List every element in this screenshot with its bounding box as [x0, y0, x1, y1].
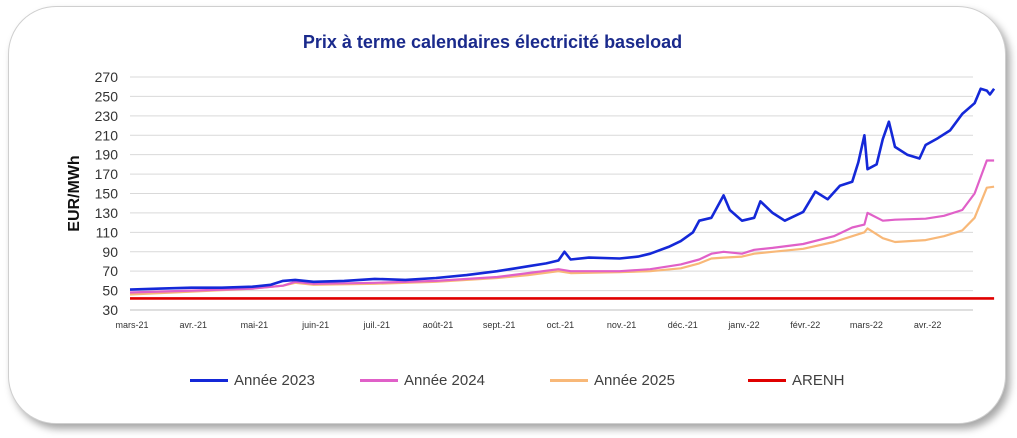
x-tick-label: mai-21 — [241, 320, 269, 330]
legend-item: Année 2025 — [550, 372, 675, 389]
y-tick-label: 70 — [102, 263, 118, 279]
y-tick-label: 110 — [96, 224, 119, 240]
legend-swatch — [550, 379, 588, 382]
legend-swatch — [190, 379, 228, 382]
y-tick-label: 50 — [102, 283, 118, 299]
x-tick-label: mars-22 — [850, 320, 883, 330]
legend-label: ARENH — [792, 372, 845, 389]
x-tick-label: juin-21 — [301, 320, 329, 330]
series-line-anne-2025 — [129, 185, 995, 296]
legend-label: Année 2024 — [404, 372, 485, 389]
x-tick-label: juil.-21 — [363, 320, 391, 330]
y-tick-label: 250 — [95, 88, 119, 104]
x-tick-label: avr.-22 — [914, 320, 942, 330]
y-tick-label: 210 — [95, 127, 119, 143]
x-tick-label: janv.-22 — [727, 320, 759, 330]
x-tick-label: avr.-21 — [179, 320, 207, 330]
series-line-anne-2024 — [129, 159, 995, 294]
chart-legend: Année 2023 Année 2024 Année 2025 ARENH — [190, 372, 890, 396]
y-tick-label: 130 — [95, 205, 119, 221]
series-line-anne-2023 — [129, 87, 996, 291]
y-tick-label: 270 — [95, 69, 119, 85]
x-tick-label: août-21 — [423, 320, 454, 330]
x-tick-label: nov.-21 — [607, 320, 636, 330]
y-tick-label: 90 — [102, 244, 118, 260]
y-tick-label: 230 — [95, 108, 119, 124]
y-tick-label: 30 — [102, 302, 118, 318]
legend-label: Année 2025 — [594, 372, 675, 389]
legend-swatch — [748, 379, 786, 382]
x-tick-label: oct.-21 — [547, 320, 575, 330]
y-tick-label: 190 — [95, 147, 119, 163]
y-tick-label: 150 — [95, 186, 119, 202]
legend-label: Année 2023 — [234, 372, 315, 389]
x-tick-label: févr.-22 — [790, 320, 820, 330]
legend-item: Année 2024 — [360, 372, 485, 389]
y-axis-label: EUR/MWh — [66, 155, 83, 231]
x-tick-label: mars-21 — [115, 320, 148, 330]
y-tick-label: 170 — [95, 166, 119, 182]
legend-swatch — [360, 379, 398, 382]
chart-card — [8, 6, 1006, 424]
x-tick-label: sept.-21 — [483, 320, 516, 330]
x-tick-label: déc.-21 — [668, 320, 698, 330]
chart-title: Prix à terme calendaires électricité bas… — [302, 32, 683, 52]
legend-item: Année 2023 — [190, 372, 315, 389]
legend-item: ARENH — [748, 372, 845, 389]
